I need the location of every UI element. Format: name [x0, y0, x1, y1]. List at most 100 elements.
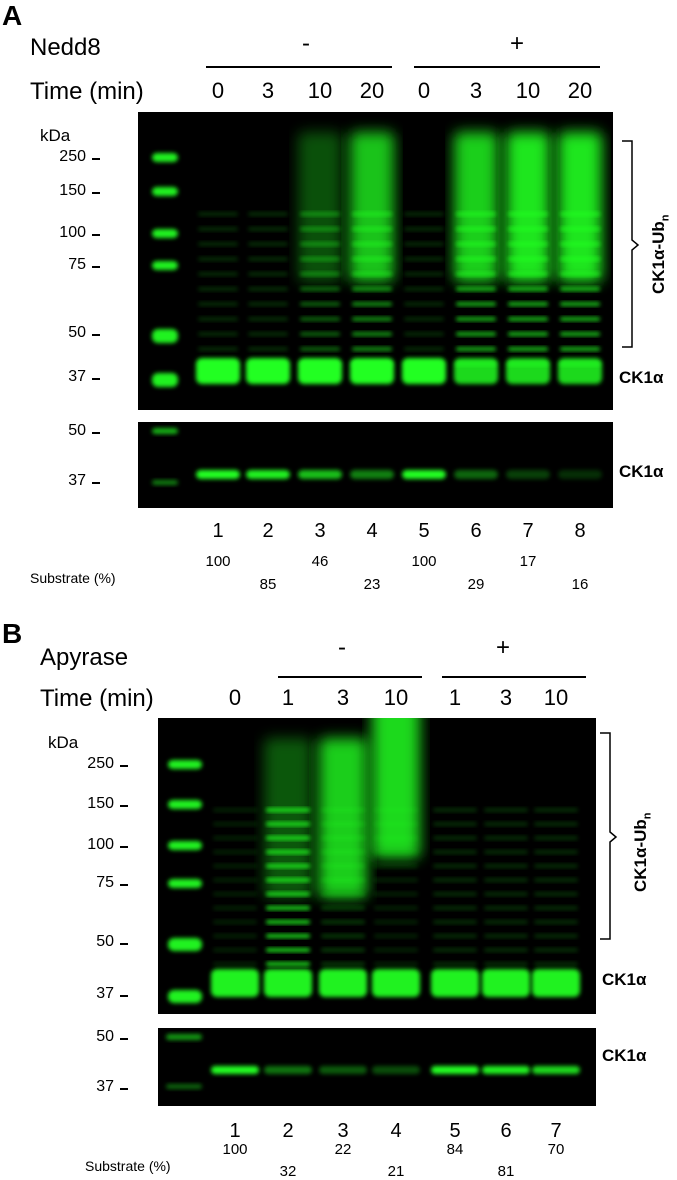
panel-a-ck1a-band [298, 358, 342, 384]
panel-b-minus-line [278, 676, 422, 678]
panel-a-ladder-rung [456, 347, 496, 351]
panel-a-ladder-rung [560, 347, 600, 351]
panel-b-ladder-rung [433, 836, 477, 840]
panel-a-time-7: 10 [515, 78, 541, 103]
panel-a-plus-line [414, 66, 600, 68]
panel-a-substrate-7: 17 [519, 553, 537, 570]
panel-b-ladder-rung [433, 808, 477, 812]
panel-a-ladder-rung [198, 242, 238, 246]
panel-a-ladder-rung [508, 302, 548, 306]
panel-b-plus-line [442, 676, 586, 678]
panel-a-ladder-rung [248, 347, 288, 351]
panel-a-ladder-rung [352, 272, 392, 276]
panel-a-substrate-label: Substrate (%) [30, 570, 116, 586]
panel-a-ladder-rung [404, 287, 444, 291]
panel-a-ladder-rung [404, 332, 444, 336]
panel-b-ladder-rung [484, 836, 528, 840]
panel-b-ladder-rung [266, 906, 310, 910]
panel-b-ladder-rung [433, 822, 477, 826]
panel-a-ladder-rung [300, 212, 340, 216]
panel-a-time-8: 20 [567, 78, 593, 103]
panel-a-mw-250: 250 [59, 148, 86, 165]
panel-b-ladder-rung [321, 850, 365, 854]
panel-a-ladder-rung [456, 242, 496, 246]
panel-b-ladder-rung [321, 934, 365, 938]
panel-a-ladder-rung [508, 317, 548, 321]
panel-b-ladder-rung [213, 808, 257, 812]
panel-a-ladder-rung [248, 227, 288, 231]
panel-b-ck1a-band [532, 969, 580, 997]
panel-a-ladder-band [152, 153, 178, 162]
panel-a-time-2: 3 [261, 78, 275, 103]
panel-b-ladder-band [168, 879, 202, 888]
panel-b-input-band [264, 1066, 312, 1074]
panel-a-lane-number-8: 8 [574, 520, 586, 542]
panel-b-ladder-rung [213, 822, 257, 826]
panel-a-ladder-rung [560, 257, 600, 261]
panel-b-ladder-rung [374, 878, 418, 882]
panel-a-ladder-rung [456, 332, 496, 336]
panel-b-bracket-label: CK1α-Ubn [631, 812, 654, 892]
panel-b-ladder-rung [213, 892, 257, 896]
panel-a-substrate-8: 16 [571, 576, 589, 593]
panel-a-ladder-band [152, 480, 178, 485]
panel-a-mw-37: 37 [68, 368, 86, 385]
panel-b-ck1a-band [482, 969, 530, 997]
panel-a-ladder-rung [404, 242, 444, 246]
panel-a-ladder-rung [300, 227, 340, 231]
panel-a-ck1a-band [350, 358, 394, 384]
panel-b-ladder-rung [534, 808, 578, 812]
panel-a-ladder-rung [352, 212, 392, 216]
panel-a-time-label: Time (min) [30, 78, 144, 105]
panel-b-ladder-rung [266, 878, 310, 882]
panel-b-letter: B [2, 618, 23, 649]
panel-b-ck1a-band [264, 969, 312, 997]
panel-b-mw-tick-250 [120, 765, 128, 767]
panel-b-ladder-rung [433, 920, 477, 924]
panel-a-ladder-rung [198, 272, 238, 276]
panel-b-mw-50: 50 [96, 933, 114, 950]
panel-a-ladder-rung [456, 317, 496, 321]
panel-b-ladder-rung [374, 808, 418, 812]
panel-b-ladder-rung [534, 934, 578, 938]
panel-b-ladder-rung [321, 864, 365, 868]
panel-b-mw-37: 37 [96, 985, 114, 1002]
panel-b-input-band [532, 1066, 580, 1074]
panel-b-ladder-rung [213, 864, 257, 868]
panel-a-ladder-rung [248, 242, 288, 246]
panel-b-ck1a-band [319, 969, 367, 997]
panel-a-ladder-band [152, 329, 178, 343]
panel-b-mw-bottom-37: 37 [96, 1078, 114, 1095]
panel-a-ladder-rung [508, 332, 548, 336]
panel-b-plus: + [496, 634, 511, 661]
panel-b-substrate-7: 70 [547, 1141, 565, 1158]
panel-a-ladder-rung [248, 287, 288, 291]
panel-b-mw-tick-37 [120, 995, 128, 997]
panel-a-ladder-rung [560, 272, 600, 276]
panel-a-ladder-rung [248, 272, 288, 276]
panel-b-ladder-rung [484, 948, 528, 952]
panel-a-ladder-rung [404, 317, 444, 321]
panel-b-mw-75: 75 [96, 874, 114, 891]
panel-b-ladder-rung [321, 920, 365, 924]
panel-a-ladder-rung [248, 257, 288, 261]
panel-a-substrate-1: 100 [205, 553, 231, 570]
panel-b-ladder-rung [484, 808, 528, 812]
panel-a-ladder-rung [300, 347, 340, 351]
panel-b-lane-number-4: 4 [390, 1120, 402, 1142]
panel-b-ladder-rung [213, 906, 257, 910]
panel-b-smear-high [264, 738, 312, 898]
panel-a-substrate-4: 23 [363, 576, 381, 593]
panel-b-mw-250: 250 [87, 755, 114, 772]
panel-b-ladder-rung [213, 920, 257, 924]
panel-a-ladder-rung [300, 272, 340, 276]
panel-b-ladder-rung [374, 934, 418, 938]
panel-b-time-label: Time (min) [40, 685, 154, 712]
panel-b-mw-bottom-50: 50 [96, 1028, 114, 1045]
panel-b-ladder-rung [484, 864, 528, 868]
panel-a-ladder-rung [198, 227, 238, 231]
panel-a-blot-top [138, 112, 613, 410]
panel-a-ladder-rung [352, 287, 392, 291]
panel-a-ck1a-band [558, 358, 602, 384]
panel-a-ladder-rung [300, 257, 340, 261]
